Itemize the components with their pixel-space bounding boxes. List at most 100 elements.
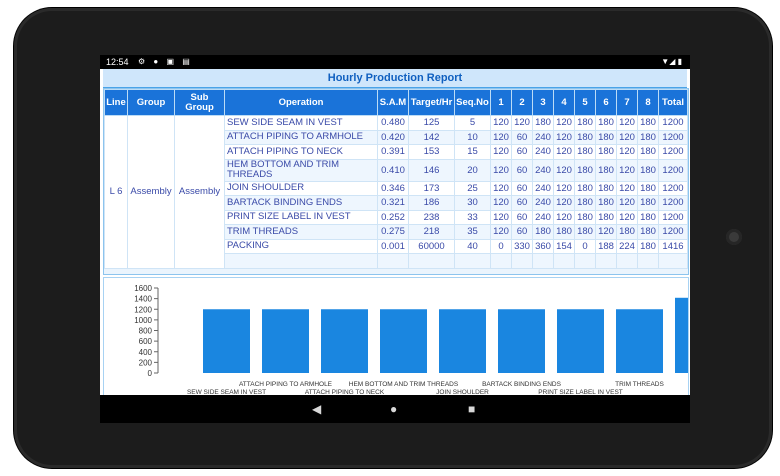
y-tick-label: 1000 xyxy=(134,316,152,325)
column-header: 5 xyxy=(574,89,596,116)
home-button[interactable]: ● xyxy=(390,402,398,416)
operation-cell: TRIM THREADS xyxy=(224,224,378,240)
hour-cell: 120 xyxy=(595,224,617,240)
column-header: 2 xyxy=(511,89,533,116)
status-time: 12:54 xyxy=(106,57,129,67)
column-header: Total xyxy=(658,89,688,116)
chart-bar[interactable] xyxy=(321,309,368,373)
seq-cell: 15 xyxy=(454,144,491,160)
seq-cell: 5 xyxy=(454,115,491,131)
total-cell: 1416 xyxy=(658,238,688,254)
chart-bar[interactable] xyxy=(498,309,545,373)
signal-battery-icon: ▼◢ ▮ xyxy=(661,57,682,66)
hour-cell: 120 xyxy=(553,209,575,225)
table-row[interactable]: PRINT SIZE LABEL IN VEST 0.252 238 33 120 60 2… xyxy=(105,209,688,225)
table-row[interactable]: L 6 Assembly Assembly SEW SIDE SEAM IN VEST… xyxy=(104,115,688,269)
target-cell: 146 xyxy=(408,158,455,182)
hour-cell: 120 xyxy=(490,129,512,145)
hour-cell: 180 xyxy=(574,224,596,240)
tablet-screen: 12:54 ⚙ ● ▣ ▤ ▼◢ ▮ Hourly Production Rep… xyxy=(100,55,690,423)
hour-cell: 60 xyxy=(511,195,533,211)
hour-cell: 120 xyxy=(553,129,575,145)
sam-cell: 0.420 xyxy=(377,129,409,145)
hour-cell: 180 xyxy=(532,115,554,131)
table-row[interactable]: PACKING 0.001 60000 40 0 330 360 154 0 188 224 180 1… xyxy=(105,238,688,254)
production-table-container[interactable]: Line Group Sub Group Operation S.A.M Target/H… xyxy=(103,88,689,275)
hour-cell: 180 xyxy=(595,129,617,145)
table-row[interactable]: BARTACK BINDING ENDS 0.321 186 30 120 60 240 12… xyxy=(105,195,688,211)
table-row[interactable]: ATTACH PIPING TO ARMHOLE 0.420 142 10 120 60 2… xyxy=(105,129,688,145)
seq-cell: 30 xyxy=(454,195,491,211)
sam-cell: 0.480 xyxy=(377,115,409,131)
y-tick-label: 1600 xyxy=(134,284,152,293)
hour-cell: 120 xyxy=(616,129,638,145)
back-button[interactable]: ◀ xyxy=(312,402,322,416)
table-row[interactable]: JOIN SHOULDER 0.346 173 25 120 60 240 120 180 180… xyxy=(105,180,688,196)
hour-cell: 180 xyxy=(595,180,617,196)
column-header: Line xyxy=(104,89,128,116)
hour-cell: 60 xyxy=(511,158,533,182)
column-header: Group xyxy=(127,89,175,116)
sam-cell: 0.275 xyxy=(377,224,409,240)
operation-cell: BARTACK BINDING ENDS xyxy=(224,195,378,211)
chart-bar[interactable] xyxy=(262,309,309,373)
target-cell: 218 xyxy=(408,224,455,240)
column-header: Operation xyxy=(224,89,378,116)
table-row[interactable]: ATTACH PIPING TO NECK 0.391 153 15 120 60 240 1… xyxy=(105,144,688,160)
chart-bar[interactable] xyxy=(616,309,663,373)
chart-bar[interactable] xyxy=(439,309,486,373)
hour-cell: 180 xyxy=(637,209,659,225)
hour-cell: 120 xyxy=(511,115,533,131)
table-row[interactable]: TRIM THREADS 0.275 218 35 120 60 180 180 180 120 1… xyxy=(105,224,688,240)
hour-cell: 120 xyxy=(616,180,638,196)
hour-cell: 120 xyxy=(490,115,512,131)
hour-cell: 120 xyxy=(553,144,575,160)
y-tick-label: 200 xyxy=(139,358,153,367)
empty-cell xyxy=(532,253,554,269)
seq-cell: 33 xyxy=(454,209,491,225)
empty-cell xyxy=(408,253,455,269)
hour-cell: 180 xyxy=(637,238,659,254)
hour-cell: 240 xyxy=(532,209,554,225)
chart-bar[interactable] xyxy=(557,309,604,373)
hour-cell: 180 xyxy=(616,224,638,240)
hour-cell: 180 xyxy=(574,144,596,160)
chart-bar[interactable] xyxy=(380,309,427,373)
hour-cell: 240 xyxy=(532,144,554,160)
operation-cell: JOIN SHOULDER xyxy=(224,180,378,196)
hour-cell: 240 xyxy=(532,195,554,211)
hour-cell: 180 xyxy=(637,115,659,131)
seq-cell: 10 xyxy=(454,129,491,145)
hour-cell: 60 xyxy=(511,209,533,225)
recents-button[interactable]: ■ xyxy=(468,402,476,416)
hour-cell: 120 xyxy=(490,195,512,211)
empty-cell xyxy=(553,253,575,269)
sam-cell: 0.391 xyxy=(377,144,409,160)
sam-cell: 0.001 xyxy=(377,238,409,254)
chart-bar[interactable] xyxy=(203,309,250,373)
sam-cell: 0.346 xyxy=(377,180,409,196)
sam-cell: 0.321 xyxy=(377,195,409,211)
hour-cell: 120 xyxy=(616,209,638,225)
seq-cell: 40 xyxy=(454,238,491,254)
hour-cell: 180 xyxy=(637,129,659,145)
chart-bar[interactable] xyxy=(675,297,688,373)
seq-cell: 20 xyxy=(454,158,491,182)
empty-cell xyxy=(616,253,638,269)
seq-cell: 25 xyxy=(454,180,491,196)
hour-cell: 0 xyxy=(574,238,596,254)
hour-cell: 120 xyxy=(490,180,512,196)
total-cell: 1200 xyxy=(658,180,688,196)
x-category-label: BARTACK BINDING ENDS xyxy=(482,381,562,388)
x-category-label: JOIN SHOULDER xyxy=(436,389,489,396)
seq-cell: 35 xyxy=(454,224,491,240)
hour-cell: 180 xyxy=(553,224,575,240)
table-row[interactable]: HEM BOTTOM AND TRIM THREADS 0.410 146 20 120… xyxy=(105,158,688,182)
total-cell: 1200 xyxy=(658,144,688,160)
table-header-row: Line Group Sub Group Operation S.A.M Target/H… xyxy=(104,89,688,116)
x-category-label: SEW SIDE SEAM IN VEST xyxy=(187,389,266,396)
hour-cell: 330 xyxy=(511,238,533,254)
target-cell: 186 xyxy=(408,195,455,211)
hour-cell: 120 xyxy=(490,144,512,160)
status-bar: 12:54 ⚙ ● ▣ ▤ ▼◢ ▮ xyxy=(100,55,690,69)
